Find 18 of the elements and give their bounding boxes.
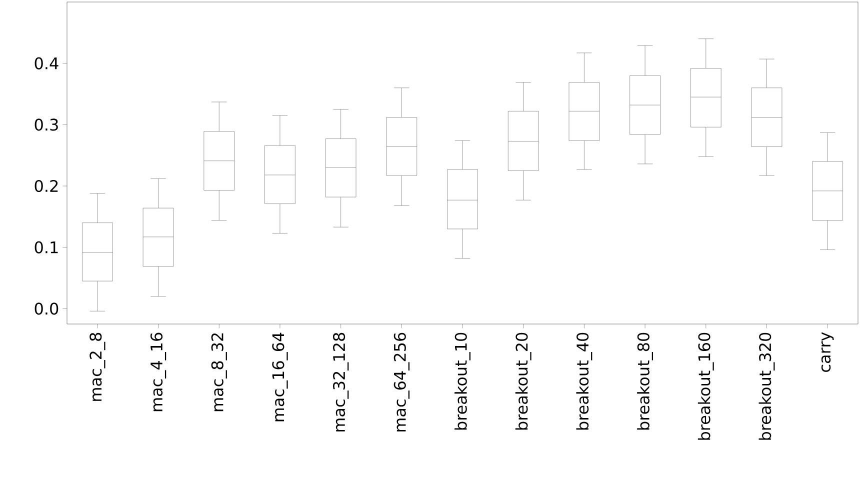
y-tick-label: 0.0 xyxy=(34,302,58,315)
y-tick-label: 0.2 xyxy=(34,180,58,192)
x-tick-label: breakout_80 xyxy=(637,332,654,430)
x-tick-label: breakout_20 xyxy=(515,332,532,430)
x-tick-label: mac_64_256 xyxy=(394,332,410,432)
y-tick-label: 0.4 xyxy=(34,57,58,70)
x-tick-label: mac_16_64 xyxy=(272,332,288,422)
x-tick-label: breakout_40 xyxy=(576,332,592,430)
x-tick-label: mac_8_32 xyxy=(211,333,227,412)
x-tick-label: mac_2_8 xyxy=(90,332,106,401)
x-tick-label: breakout_160 xyxy=(698,332,714,440)
x-tick-label: carry xyxy=(821,332,834,372)
x-tick-label: breakout_10 xyxy=(454,332,470,430)
x-tick-label: mac_4_16 xyxy=(150,332,166,412)
y-tick-label: 0.1 xyxy=(34,241,58,254)
x-tick-label: breakout_320 xyxy=(758,332,775,440)
y-tick-label: 0.3 xyxy=(34,118,58,131)
x-tick-label: mac_32_128 xyxy=(332,332,349,432)
